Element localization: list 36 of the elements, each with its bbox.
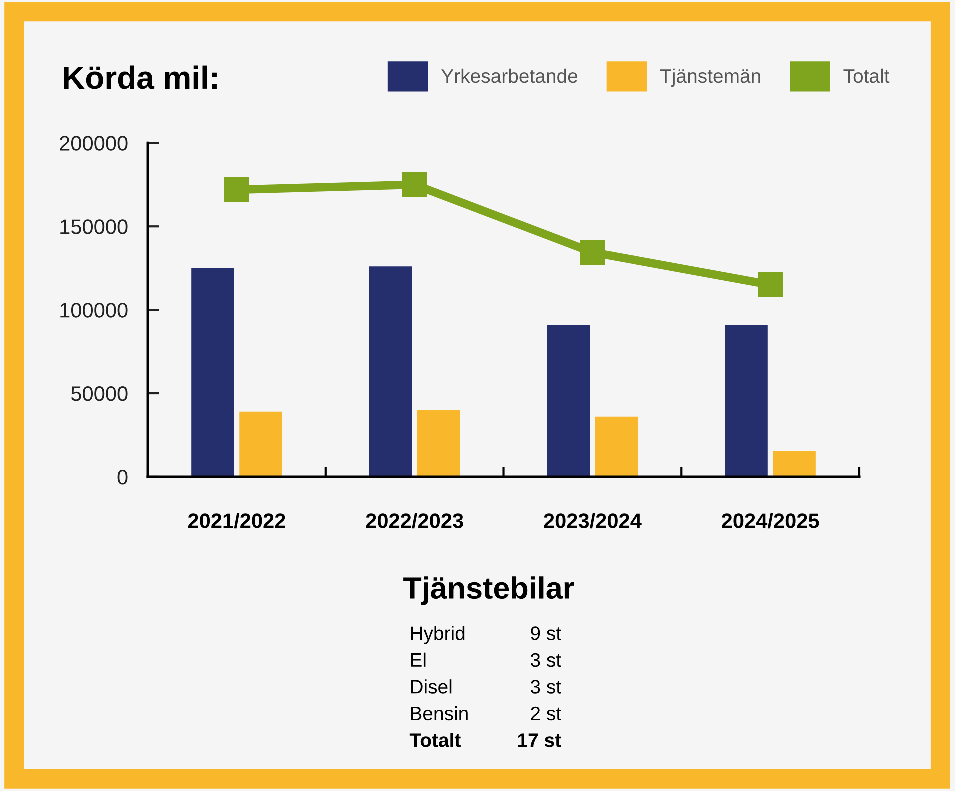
x-tick-label: 2021/2022	[188, 513, 286, 529]
point	[580, 240, 606, 265]
text: 17 st	[518, 734, 562, 748]
y-tick-label: 200000	[60, 136, 128, 151]
bar	[369, 266, 412, 477]
chart-title: Körda mil:	[64, 66, 217, 90]
y-tick-label: 150000	[60, 220, 128, 234]
text: 9 st	[531, 626, 562, 640]
text: Totalt	[410, 733, 461, 748]
text: Disel	[411, 680, 452, 694]
y-tick-label: 50000	[71, 386, 128, 402]
text: 2 st	[531, 706, 562, 721]
y-tick-label: 100000	[60, 303, 128, 318]
point	[224, 177, 250, 202]
legend-label: Tjänstemän	[660, 68, 760, 87]
bar	[595, 416, 638, 477]
x-tick-label: 2022/2023	[366, 513, 464, 529]
point	[758, 272, 784, 298]
bar	[547, 325, 590, 477]
text: Bensin	[411, 706, 468, 721]
text: El	[411, 652, 426, 667]
bar	[725, 325, 768, 477]
point	[402, 172, 428, 198]
bar	[240, 412, 282, 477]
text: 3 st	[530, 680, 562, 694]
legend-label: Totalt	[844, 68, 890, 84]
legend-label: Yrkesarbetande	[442, 68, 578, 84]
text: Tjänstebilar	[404, 576, 574, 606]
bar	[192, 268, 234, 477]
text: 3 st	[530, 653, 562, 668]
bar	[773, 451, 816, 477]
x-tick-label: 2024/2025	[722, 513, 820, 529]
bar	[417, 410, 460, 477]
x-tick-label: 2023/2024	[544, 513, 642, 529]
text: Hybrid	[411, 626, 465, 644]
y-tick-label: 0	[118, 470, 128, 485]
